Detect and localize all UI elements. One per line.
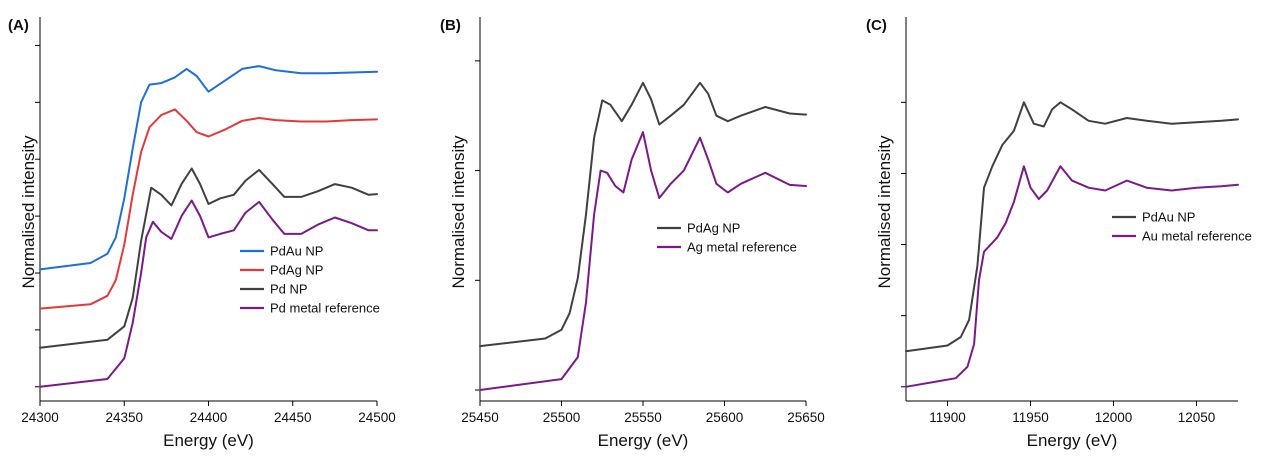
y-axis-label: Normalised intensity bbox=[19, 135, 38, 289]
x-tick-label: 25600 bbox=[706, 410, 744, 425]
x-axis-label: Energy (eV) bbox=[598, 431, 689, 450]
series-line-1 bbox=[905, 165, 1239, 388]
panel-label: (C) bbox=[866, 17, 887, 34]
series-line-1 bbox=[39, 108, 378, 310]
y-axis-label: Normalised intensity bbox=[875, 135, 894, 289]
x-tick-label: 11900 bbox=[929, 410, 966, 425]
legend-label: Pd NP bbox=[270, 282, 308, 297]
x-tick-label: 12000 bbox=[1095, 410, 1133, 425]
legend-label: Pd metal reference bbox=[270, 301, 380, 316]
legend-label: Ag metal reference bbox=[687, 240, 797, 255]
series-line-1 bbox=[479, 131, 807, 391]
x-tick-label: 24300 bbox=[21, 410, 59, 425]
series-line-3 bbox=[39, 199, 378, 388]
panel-b: 25450 25500 25550 25600 25650 PdAg NP Ag metal… bbox=[440, 17, 825, 450]
panel-a: 24300 24350 24400 24450 24500 PdAu NP PdAg NP P… bbox=[8, 17, 396, 450]
x-tick-label: 24500 bbox=[358, 410, 396, 425]
x-tick-label: 24350 bbox=[105, 410, 143, 425]
series-line-0 bbox=[479, 81, 807, 348]
x-tick-label: 25500 bbox=[543, 410, 581, 425]
y-axis-label: Normalised intensity bbox=[449, 135, 468, 289]
series-line-0 bbox=[905, 101, 1239, 353]
x-tick-label: 25450 bbox=[461, 410, 499, 425]
x-tick-label: 25650 bbox=[787, 410, 825, 425]
panel-label: (A) bbox=[8, 17, 29, 34]
x-axis-label: Energy (eV) bbox=[163, 431, 254, 450]
x-tick-label: 24450 bbox=[274, 410, 312, 425]
x-tick-label: 11950 bbox=[1012, 410, 1049, 425]
x-tick-label: 25550 bbox=[624, 410, 662, 425]
series-line-2 bbox=[39, 167, 378, 349]
legend-label: PdAu NP bbox=[1142, 210, 1195, 225]
legend-label: PdAg NP bbox=[687, 221, 740, 236]
x-tick-label: 12050 bbox=[1178, 410, 1216, 425]
x-axis-label: Energy (eV) bbox=[1027, 431, 1118, 450]
legend-label: PdAg NP bbox=[270, 263, 323, 278]
panel-c: 11900 11950 12000 12050 PdAu NP Au metal refe… bbox=[866, 17, 1252, 450]
legend-label: Au metal reference bbox=[1142, 229, 1252, 244]
panel-label: (B) bbox=[440, 17, 461, 34]
series-line-0 bbox=[39, 65, 378, 271]
x-tick-label: 24400 bbox=[190, 410, 228, 425]
legend-label: PdAu NP bbox=[270, 244, 323, 259]
